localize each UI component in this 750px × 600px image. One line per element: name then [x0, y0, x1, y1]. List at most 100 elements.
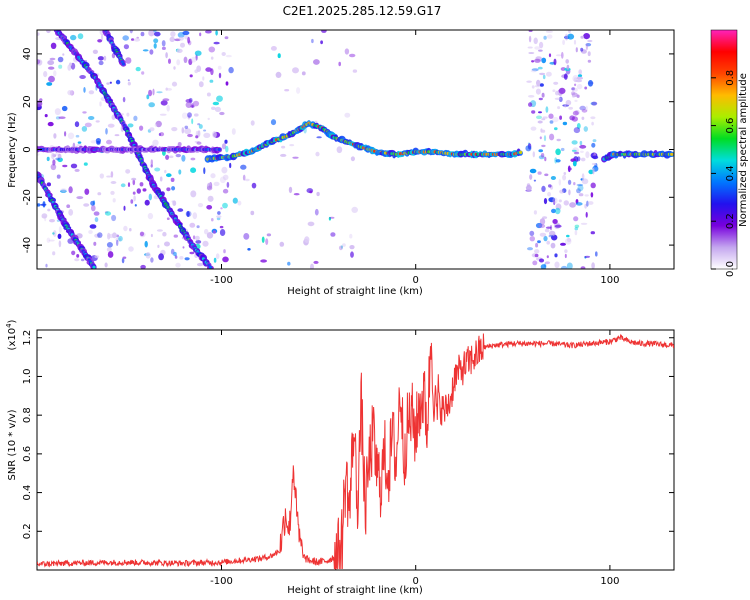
noise-speck — [97, 192, 102, 196]
noise-speck — [526, 184, 532, 192]
noise-speck — [131, 38, 135, 41]
noise-speck — [216, 95, 223, 102]
noise-speck — [64, 131, 67, 137]
noise-speck — [542, 116, 548, 119]
noise-speck — [68, 186, 73, 194]
noise-speck — [122, 96, 126, 103]
noise-speck — [578, 193, 584, 197]
noise-speck — [116, 239, 119, 246]
noise-speck — [590, 101, 597, 106]
colorbar-tick-label: 0.6 — [725, 118, 736, 134]
noise-speck — [148, 193, 152, 201]
noise-speck — [184, 125, 189, 129]
noise-speck — [580, 150, 584, 153]
noise-speck — [156, 91, 163, 94]
noise-speck — [125, 57, 132, 64]
noise-speck — [350, 251, 354, 258]
noise-speck — [211, 106, 216, 111]
noise-speck — [535, 242, 539, 248]
noise-speck — [569, 202, 576, 208]
noise-speck — [548, 53, 552, 58]
noise-speck — [54, 108, 61, 116]
noise-speck — [62, 164, 68, 168]
noise-speck — [202, 240, 209, 247]
noise-speck — [588, 169, 594, 175]
spectrogram-x-tick-label: 100 — [600, 275, 619, 286]
noise-speck — [130, 199, 134, 204]
noise-speck — [350, 156, 355, 162]
noise-speck — [543, 198, 548, 205]
noise-speck — [153, 30, 157, 33]
noise-speck — [123, 44, 129, 50]
noise-speck — [564, 249, 568, 254]
snr-multiplier-label: (x104) — [5, 319, 18, 350]
noise-speck — [562, 188, 567, 194]
noise-speck — [168, 155, 174, 159]
noise-speck — [153, 43, 157, 49]
noise-speck — [71, 250, 76, 256]
noise-speck — [543, 263, 547, 268]
noise-speck — [139, 182, 144, 187]
colorbar-gradient — [711, 30, 737, 269]
noise-speck — [170, 177, 175, 182]
snr-series-line — [37, 333, 674, 570]
noise-speck — [242, 174, 246, 181]
noise-speck — [106, 82, 110, 85]
noise-speck — [587, 80, 594, 87]
noise-speck — [173, 251, 177, 257]
noise-speck — [52, 230, 57, 237]
noise-speck — [544, 261, 551, 265]
noise-speck — [215, 30, 218, 36]
noise-speck — [573, 39, 577, 45]
noise-speck — [212, 131, 217, 138]
noise-speck — [543, 135, 547, 142]
spectrogram-y-tick-label: 0 — [22, 146, 33, 152]
noise-speck — [176, 59, 181, 66]
noise-speck — [46, 156, 50, 162]
noise-speck — [313, 59, 320, 65]
noise-speck — [534, 46, 541, 50]
noise-speck — [75, 134, 80, 138]
noise-speck — [110, 171, 114, 178]
noise-speck — [192, 100, 200, 107]
noise-speck — [562, 174, 567, 181]
noise-speck — [552, 219, 558, 224]
noise-speck — [45, 263, 48, 268]
noise-speck — [173, 66, 176, 70]
noise-speck — [538, 111, 542, 114]
noise-speck — [314, 208, 319, 216]
noise-speck — [555, 159, 561, 163]
snr-y-tick-label: 0.6 — [22, 446, 33, 462]
noise-speck — [590, 116, 596, 120]
noise-speck — [133, 195, 136, 202]
noise-speck — [131, 177, 137, 181]
noise-speck — [316, 191, 320, 197]
noise-speck — [585, 105, 588, 112]
noise-speck — [37, 59, 41, 65]
noise-speck — [533, 210, 538, 215]
noise-speck — [103, 55, 107, 61]
noise-speck — [41, 213, 48, 219]
noise-speck — [571, 87, 576, 91]
noise-speck — [140, 31, 145, 37]
noise-speck — [190, 190, 197, 198]
noise-speck — [51, 152, 55, 160]
noise-speck — [280, 153, 287, 157]
noise-region-1 — [231, 30, 359, 269]
noise-speck — [182, 30, 190, 36]
noise-speck — [205, 67, 212, 72]
noise-speck — [275, 71, 282, 78]
noise-speck — [136, 188, 141, 194]
noise-speck — [528, 52, 535, 54]
noise-speck — [555, 148, 561, 156]
noise-speck — [177, 208, 184, 212]
noise-speck — [47, 60, 55, 66]
spectrogram-y-tick-label: 20 — [22, 95, 33, 108]
noise-speck — [115, 79, 121, 85]
noise-speck — [572, 110, 579, 116]
ridge-zero-line — [37, 145, 223, 154]
noise-speck — [577, 184, 584, 192]
noise-speck — [546, 255, 549, 259]
noise-speck — [154, 124, 158, 127]
noise-speck — [581, 116, 585, 121]
